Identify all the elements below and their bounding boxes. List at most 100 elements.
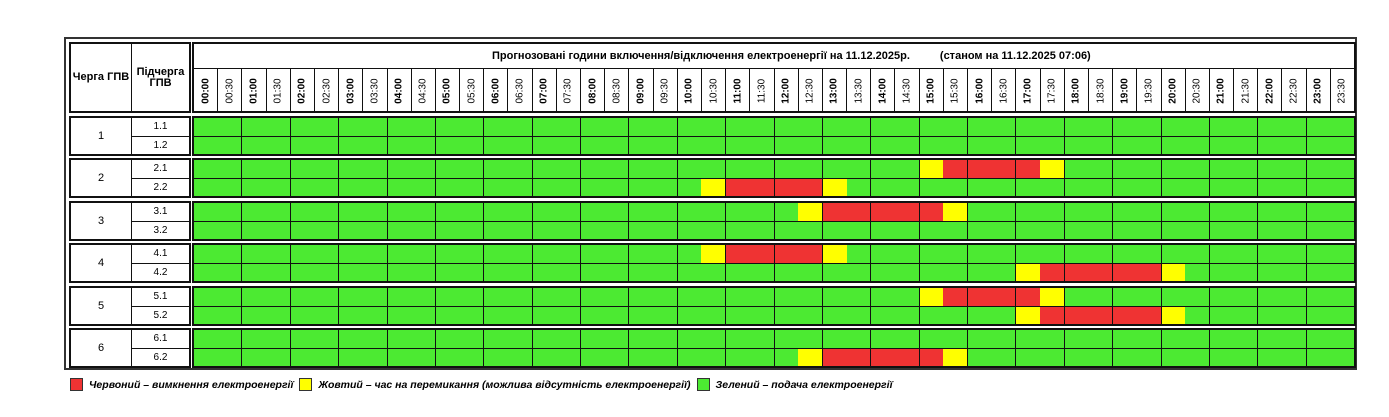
power-on-slot: [314, 118, 339, 136]
power-on-slot: [846, 160, 871, 178]
power-on-slot: [217, 118, 242, 136]
power-on-slot: [749, 306, 774, 324]
power-on-slot: [194, 288, 218, 306]
power-on-slot: [774, 160, 799, 178]
power-on-slot: [701, 263, 726, 281]
power-on-slot: [362, 263, 387, 281]
power-on-slot: [677, 306, 702, 324]
power-on-slot: [1064, 348, 1089, 366]
hour-cell: [484, 245, 533, 263]
power-on-slot: [1113, 160, 1137, 178]
power-on-slot: [1136, 160, 1161, 178]
power-on-slot: [1306, 178, 1331, 196]
power-on-slot: [749, 136, 774, 154]
power-on-slot: [1233, 118, 1258, 136]
power-on-slot: [1233, 306, 1258, 324]
time-header-cell: 00:00: [194, 69, 219, 112]
time-label: 10:00: [683, 77, 695, 104]
power-on-slot: [653, 263, 677, 281]
power-on-slot: [1330, 348, 1354, 366]
power-on-slot: [314, 245, 339, 263]
time-header-cell: 16:30: [992, 69, 1017, 112]
hour-cell: [1258, 160, 1307, 178]
hour-cell: [919, 306, 968, 324]
power-on-slot: [1233, 160, 1258, 178]
hour-cell: [532, 263, 581, 281]
power-on-slot: [556, 330, 580, 348]
power-on-slot: [871, 263, 895, 281]
power-on-slot: [968, 330, 992, 348]
hour-cell: [1306, 288, 1354, 306]
hour-cell: [290, 288, 340, 306]
power-on-slot: [556, 306, 580, 324]
hour-cell: [677, 263, 727, 281]
hour-cell: [339, 160, 388, 178]
power-on-slot: [484, 288, 508, 306]
hour-cell: [871, 288, 920, 306]
hour-cell: [1161, 203, 1210, 221]
power-on-slot: [677, 330, 702, 348]
power-on-slot: [1258, 288, 1282, 306]
time-header-cell: 08:30: [605, 69, 630, 112]
power-on-slot: [871, 221, 895, 239]
power-on-slot: [217, 306, 242, 324]
power-on-slot: [290, 160, 315, 178]
power-on-slot: [604, 178, 629, 196]
power-on-slot: [387, 136, 412, 154]
power-on-slot: [217, 245, 242, 263]
power-on-slot: [1185, 221, 1209, 239]
power-on-slot: [339, 118, 363, 136]
power-on-slot: [822, 263, 847, 281]
hour-cell: [1306, 245, 1354, 263]
hour-cell: [774, 178, 823, 196]
hour-cell: [871, 136, 920, 154]
subqueue-label: 1.2: [153, 139, 168, 151]
power-on-slot: [1185, 203, 1209, 221]
power-on-slot: [943, 306, 967, 324]
power-on-slot: [459, 306, 484, 324]
time-label: 11:00: [732, 77, 744, 104]
time-label: 05:00: [441, 77, 453, 104]
hour-cell: [822, 178, 872, 196]
time-header-cell: 11:30: [750, 69, 775, 112]
power-on-slot: [1136, 330, 1161, 348]
power-on-slot: [726, 330, 750, 348]
power-on-slot: [726, 221, 750, 239]
subqueue-schedule-row: [194, 263, 1354, 281]
power-on-slot: [604, 118, 629, 136]
outage-slot: [991, 160, 1016, 178]
hour-cell: [774, 221, 823, 239]
hour-cell: [677, 178, 727, 196]
time-label: 03:00: [345, 77, 357, 104]
power-on-slot: [507, 160, 532, 178]
hour-cell: [1064, 203, 1114, 221]
power-on-slot: [217, 178, 242, 196]
power-on-slot: [387, 245, 412, 263]
power-on-slot: [290, 245, 315, 263]
time-label: 02:00: [296, 77, 308, 104]
subqueue-schedule-row: [194, 203, 1354, 222]
hour-cell: [242, 118, 291, 136]
power-on-slot: [943, 263, 967, 281]
time-header-cell: 15:30: [944, 69, 968, 112]
power-on-slot: [459, 160, 484, 178]
power-on-slot: [435, 263, 460, 281]
power-on-slot: [604, 306, 629, 324]
outage-slot: [1064, 263, 1089, 281]
switching-slot: [1016, 306, 1041, 324]
time-header-cell: 23:30: [1331, 69, 1354, 112]
power-on-slot: [1113, 118, 1137, 136]
power-on-slot: [1306, 348, 1331, 366]
power-on-slot: [629, 348, 654, 366]
power-on-slot: [604, 348, 629, 366]
time-label: 06:00: [490, 77, 502, 104]
power-on-slot: [290, 118, 315, 136]
time-label: 15:30: [949, 77, 961, 104]
outage-slot: [1064, 306, 1089, 324]
subqueue-label: 2.1: [132, 160, 189, 179]
hour-cell: [484, 160, 533, 178]
power-on-slot: [1209, 330, 1234, 348]
time-header-cell: 21:30: [1234, 69, 1259, 112]
power-on-slot: [242, 288, 267, 306]
legend-label: Жовтий – час на перемикання (можлива від…: [318, 378, 691, 391]
